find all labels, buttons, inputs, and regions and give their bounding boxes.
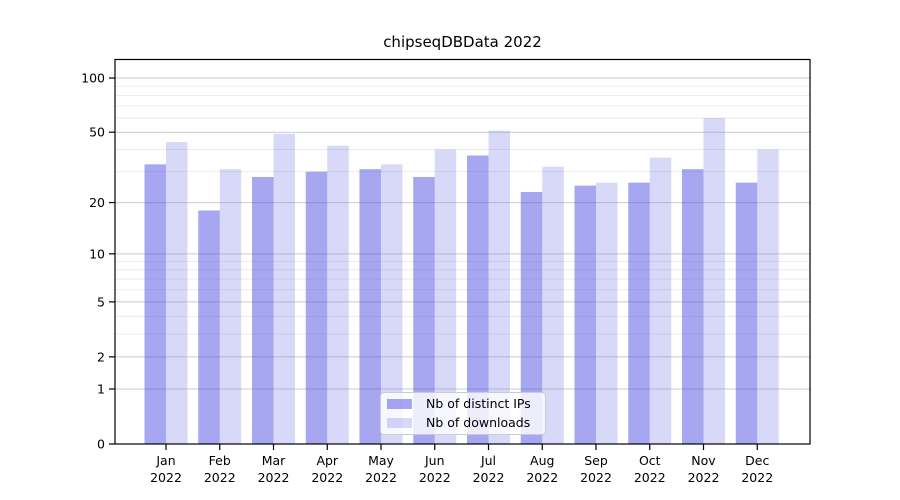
x-tick-label-year: 2022 xyxy=(419,470,451,485)
x-tick-label-year: 2022 xyxy=(258,470,290,485)
bar-distinct-ips-jul xyxy=(467,155,489,445)
bar-downloads-aug xyxy=(542,166,564,444)
bar-downloads-nov xyxy=(703,117,725,444)
x-tick-label-month: Sep xyxy=(584,453,608,468)
legend-label-downloads: Nb of downloads xyxy=(426,415,531,430)
x-tick-label-year: 2022 xyxy=(634,470,666,485)
chart-title: chipseqDBData 2022 xyxy=(383,33,542,51)
legend-swatch-downloads xyxy=(387,418,412,428)
y-tick-label: 100 xyxy=(81,71,105,86)
bar-downloads-dec xyxy=(757,149,779,444)
x-tick-label-year: 2022 xyxy=(150,470,182,485)
bar-distinct-ips-oct xyxy=(628,182,650,444)
x-tick-label-month: Mar xyxy=(262,453,286,468)
bar-downloads-mar xyxy=(273,133,295,445)
x-tick-label-year: 2022 xyxy=(365,470,397,485)
plot-frame xyxy=(114,58,811,445)
bar-distinct-ips-jun xyxy=(413,176,435,444)
x-tick-label-month: Oct xyxy=(639,453,661,468)
bar-downloads-may xyxy=(381,164,403,445)
y-tick-label: 20 xyxy=(89,195,105,210)
bar-distinct-ips-jan xyxy=(144,164,166,445)
bar-distinct-ips-may xyxy=(359,169,381,444)
x-tick-label-month: Feb xyxy=(209,453,231,468)
x-tick-label-year: 2022 xyxy=(580,470,612,485)
x-tick-label-month: Dec xyxy=(745,453,769,468)
legend-item-downloads: Nb of downloads xyxy=(387,416,545,430)
x-tick-label-month: Apr xyxy=(316,453,338,468)
y-tick-label: 50 xyxy=(89,125,105,140)
x-tick-label-month: Aug xyxy=(530,453,554,468)
y-tick-label: 1 xyxy=(97,382,105,397)
x-tick-label-year: 2022 xyxy=(688,470,720,485)
bar-downloads-sep xyxy=(596,182,618,444)
x-tick-label-month: May xyxy=(368,453,394,468)
bar-distinct-ips-nov xyxy=(682,169,704,444)
x-tick-label-year: 2022 xyxy=(473,470,505,485)
x-tick-label-month: Nov xyxy=(691,453,716,468)
bar-distinct-ips-apr xyxy=(305,171,328,444)
x-tick-label-year: 2022 xyxy=(526,470,558,485)
bar-distinct-ips-dec xyxy=(735,182,758,444)
bar-distinct-ips-aug xyxy=(520,191,543,444)
x-tick-label-year: 2022 xyxy=(741,470,773,485)
x-tick-label-year: 2022 xyxy=(311,470,343,485)
bar-distinct-ips-mar xyxy=(252,176,274,444)
x-tick-label-month: Jul xyxy=(480,453,496,468)
bar-downloads-jan xyxy=(166,142,188,444)
bar-downloads-oct xyxy=(649,157,672,444)
bar-downloads-jun xyxy=(434,149,457,444)
x-tick-label-month: Jan xyxy=(155,453,175,468)
y-tick-label: 2 xyxy=(97,349,105,364)
y-tick-label: 0 xyxy=(97,437,105,452)
bar-downloads-apr xyxy=(327,145,349,445)
bar-downloads-feb xyxy=(219,169,242,444)
y-tick-label: 5 xyxy=(97,294,105,309)
bar-distinct-ips-sep xyxy=(574,185,596,445)
legend: Nb of distinct IPs Nb of downloads xyxy=(380,392,546,435)
bar-downloads-jul xyxy=(488,130,510,445)
legend-label-distinct-ips: Nb of distinct IPs xyxy=(426,396,531,411)
x-tick-label-year: 2022 xyxy=(204,470,236,485)
legend-swatch-distinct-ips xyxy=(387,399,412,409)
x-tick-label-month: Jun xyxy=(424,453,445,468)
bar-distinct-ips-feb xyxy=(198,210,220,444)
y-tick-label: 10 xyxy=(89,246,105,261)
legend-item-distinct-ips: Nb of distinct IPs xyxy=(387,397,545,411)
